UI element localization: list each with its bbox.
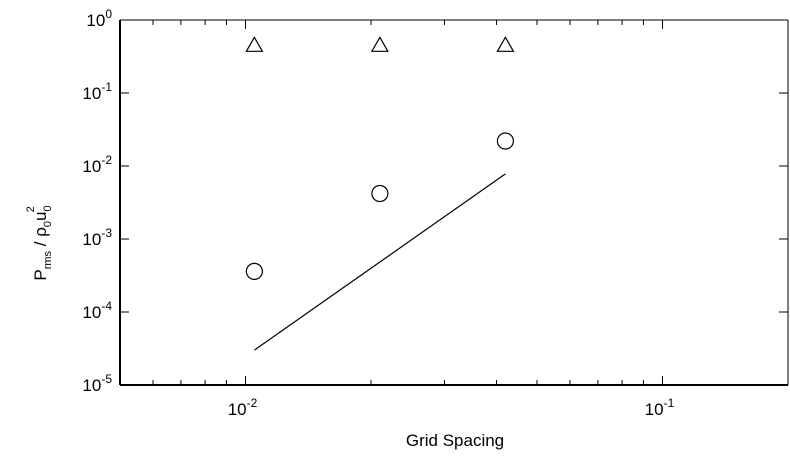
- y-title-u-sup: 2: [25, 206, 37, 212]
- y-title-u: u: [31, 212, 50, 221]
- triangle-marker: [496, 36, 515, 52]
- y-tick-label: 10-1: [82, 80, 112, 103]
- y-title-p: P: [31, 269, 50, 280]
- y-axis-title: Prms / ρ0u02: [25, 205, 54, 280]
- y-title-p-sub: rms: [42, 250, 54, 269]
- series-layer: [245, 36, 515, 351]
- triangle-marker: [370, 36, 389, 52]
- y-tick-label: 10-5: [82, 372, 112, 395]
- plot-frame: [119, 19, 789, 386]
- circle-marker: [496, 132, 514, 150]
- circle-marker: [371, 184, 389, 203]
- circle-marker: [245, 262, 263, 280]
- triangle-marker: [245, 36, 264, 52]
- y-tick-label: 10-4: [82, 299, 112, 322]
- x-tick-label: 10-1: [645, 396, 675, 419]
- y-title-rho-sub: 0: [42, 221, 54, 227]
- reference-slope-line: [254, 173, 506, 351]
- x-axis-ticks: 10-2 10-1: [119, 20, 789, 419]
- y-tick-label: 10-2: [82, 153, 112, 176]
- x-axis-title: Grid Spacing: [406, 431, 504, 450]
- y-title-rho: / ρ: [31, 227, 50, 251]
- x-tick-label: 10-2: [228, 396, 258, 419]
- y-tick-label: 10-3: [82, 226, 112, 249]
- y-title-u-sub: 0: [42, 205, 54, 211]
- y-tick-label: 100: [86, 7, 112, 30]
- y-axis-ticks: 100 10-1 10-2 10-3 10-4 10-5: [82, 7, 788, 395]
